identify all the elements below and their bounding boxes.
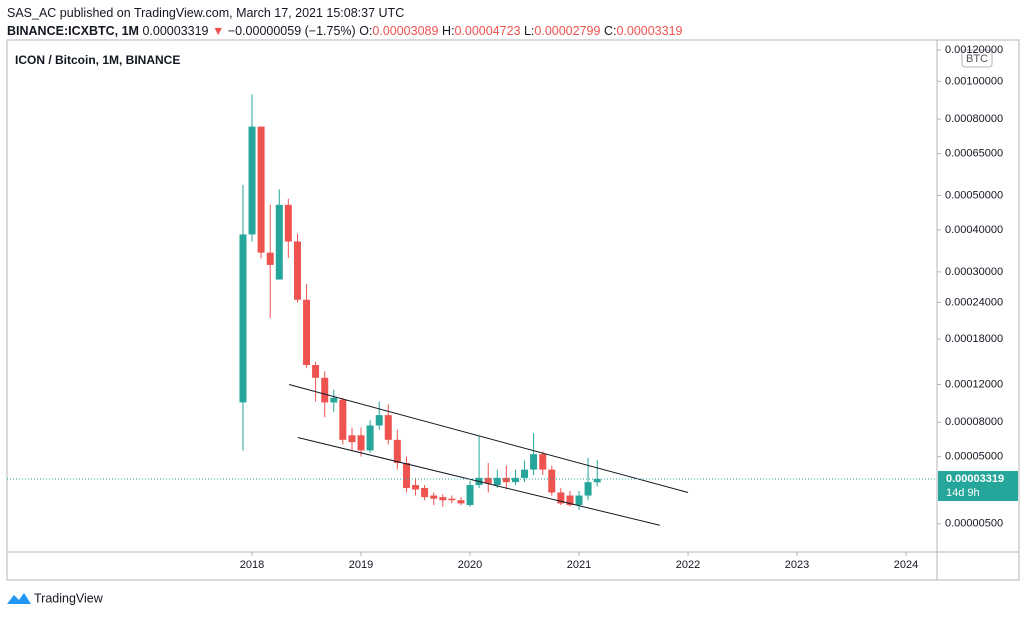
chart-title: ICON / Bitcoin, 1M, BINANCE: [15, 53, 180, 67]
currency: BTC: [966, 53, 988, 65]
direction: ▼: [211, 24, 225, 38]
candle-body: [566, 495, 574, 506]
candle-body: [303, 299, 311, 365]
logo-icon: [7, 593, 31, 604]
candle-body: [548, 469, 556, 493]
ohlc-value: 0.00004723: [454, 24, 521, 38]
price-countdown: 14d 9h: [946, 487, 980, 499]
candle-body: [239, 234, 247, 403]
y-tick-label: 0.00100000: [945, 75, 1003, 87]
publisher: SAS_AC published on TradingView.com, Mar…: [7, 6, 405, 20]
candle-body: [366, 425, 374, 451]
candle-body: [339, 399, 347, 440]
candle-body: [575, 495, 583, 506]
y-tick-label: 0.00005000: [945, 451, 1003, 463]
candle-body: [521, 469, 529, 478]
x-tick-label: 2021: [567, 559, 591, 571]
candle-body: [321, 377, 329, 403]
candle-body: [484, 477, 492, 484]
logo: [7, 593, 31, 604]
ohlc-value: 0.00002799: [534, 24, 601, 38]
candle-body: [293, 241, 301, 300]
candle-body: [530, 454, 538, 470]
price-label: 0.00003319: [946, 473, 1004, 485]
candle-body: [384, 415, 392, 440]
candle-body: [348, 435, 356, 443]
y-tick-label: 0.00000500: [945, 518, 1003, 530]
candle-body: [330, 397, 338, 403]
ohlc-label: O:: [359, 24, 373, 38]
y-tick-label: 0.00030000: [945, 266, 1003, 278]
y-tick-label: 0.00008000: [945, 416, 1003, 428]
y-tick-label: 0.00050000: [945, 189, 1003, 201]
symbol: BINANCE:ICXBTC, 1M: [7, 24, 139, 38]
candle-body: [448, 498, 456, 501]
currency-box: [961, 49, 993, 68]
candle-body: [511, 477, 519, 483]
x-tick-label: 2022: [676, 559, 700, 571]
candle-body: [593, 479, 601, 483]
candle-body: [257, 126, 265, 253]
candle-body: [275, 204, 283, 280]
plot: [239, 94, 689, 526]
x-tick-label: 2018: [240, 559, 264, 571]
candle-body: [493, 477, 501, 486]
candle-body: [248, 126, 256, 235]
candle-body: [266, 252, 274, 265]
candle-body: [312, 364, 320, 378]
header: SAS_AC published on TradingView.com, Mar…: [7, 4, 682, 40]
ohlc-label: H:: [441, 24, 455, 38]
y-tick-label: 0.00065000: [945, 147, 1003, 159]
x-tick-label: 2019: [349, 559, 373, 571]
y-tick-label: 0.00120000: [945, 44, 1003, 56]
x-tick-label: 2020: [458, 559, 482, 571]
candle-body: [539, 454, 547, 470]
price-label-box: [938, 471, 1018, 502]
y-tick-label: 0.00080000: [945, 113, 1003, 125]
frame: [6, 39, 1020, 581]
candle-body: [430, 495, 438, 499]
brand: TradingView: [34, 591, 104, 605]
candle-body: [412, 485, 420, 490]
candle-body: [375, 415, 383, 426]
candle-body: [557, 492, 565, 504]
y-tick-label: 0.00012000: [945, 378, 1003, 390]
trendline: [297, 437, 660, 526]
trendline: [288, 384, 689, 493]
candle-body: [357, 435, 365, 451]
ohlc-value: 0.00003089: [372, 24, 439, 38]
y-tick-label: 0.00018000: [945, 333, 1003, 345]
candle-body: [584, 482, 592, 496]
ohlc-label: C:: [603, 24, 617, 38]
ohlc-c: C:0.00003319: [604, 24, 683, 38]
candle-body: [402, 463, 410, 488]
candle-body: [439, 497, 447, 501]
x-tick-label: 2023: [785, 559, 809, 571]
ohlc-o: O:0.00003089: [359, 24, 438, 38]
ohlc-label: L:: [523, 24, 535, 38]
change: −0.00000059 (−1.75%): [227, 24, 356, 38]
candle-body: [457, 500, 465, 504]
ohlc-h: H:0.00004723: [442, 24, 521, 38]
price: 0.00003319: [142, 24, 209, 38]
y-tick-label: 0.00040000: [945, 224, 1003, 236]
candle-body: [421, 487, 429, 498]
candle-body: [502, 477, 510, 483]
x-tick-label: 2024: [894, 559, 918, 571]
symbol-line: BINANCE:ICXBTC, 1M 0.00003319 ▼ −0.00000…: [7, 22, 682, 40]
ohlc-value: 0.00003319: [616, 24, 683, 38]
y-tick-label: 0.00024000: [945, 296, 1003, 308]
candle-body: [393, 439, 401, 464]
candle-body: [466, 485, 474, 506]
candle-body: [284, 204, 292, 242]
ohlc-l: L:0.00002799: [524, 24, 600, 38]
